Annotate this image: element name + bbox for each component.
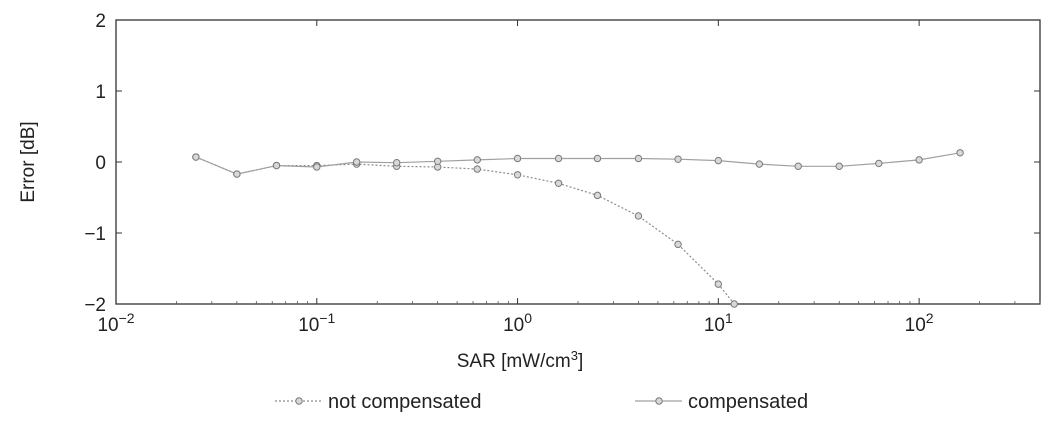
data-point-compensated	[272, 161, 281, 170]
x-tick-label-exponent: −2	[119, 310, 135, 326]
x-tick-label-base: 10	[298, 315, 319, 336]
x-axis-label: SAR [mW/cm3]	[457, 348, 584, 373]
x-tick-label: 101	[704, 310, 733, 336]
x-tick-label-base: 10	[905, 315, 926, 336]
data-point-not-compensated	[593, 191, 602, 200]
data-point-compensated	[433, 157, 442, 165]
legend: not compensated compensated	[275, 391, 808, 413]
data-point-not-compensated	[554, 179, 563, 188]
data-point-compensated	[233, 170, 241, 178]
data-point-compensated	[593, 154, 602, 163]
data-point-compensated	[755, 160, 764, 168]
y-axis-ticks: 2 1 0 −1 −2	[84, 11, 1040, 316]
legend-marker-compensated	[655, 397, 663, 405]
data-point-compensated	[352, 158, 361, 166]
x-tick-label-base: 10	[503, 315, 524, 336]
data-point-compensated	[794, 162, 802, 170]
legend-marker-not-compensated	[295, 397, 303, 405]
data-point-compensated	[915, 156, 923, 164]
x-axis-label-suffix: ]	[578, 351, 583, 372]
x-axis-label-superscript: 3	[571, 348, 578, 363]
data-point-compensated	[392, 159, 401, 167]
legend-label-compensated: compensated	[688, 391, 808, 413]
data-point-not-compensated	[730, 300, 738, 308]
data-point-compensated	[554, 154, 563, 163]
series-lines	[192, 149, 964, 308]
series-line-compensated	[195, 152, 961, 175]
data-point-compensated	[714, 156, 723, 165]
x-tick-label: 10−2	[97, 310, 134, 336]
data-point-compensated	[875, 159, 883, 168]
x-tick-label-exponent: −1	[319, 310, 335, 326]
x-tick-label: 100	[503, 310, 532, 336]
data-point-not-compensated	[634, 212, 643, 220]
x-tick-label: 102	[905, 310, 934, 336]
y-tick-label: −1	[84, 224, 106, 245]
x-axis-label-main: SAR [mW/cm	[457, 351, 571, 372]
data-point-compensated	[956, 149, 964, 157]
x-axis-ticks: 10−2 10−1 100 101 102	[97, 20, 1041, 336]
x-tick-label-exponent: 1	[725, 310, 733, 326]
x-tick-label: 10−1	[298, 310, 335, 336]
x-tick-label-base: 10	[97, 315, 118, 336]
x-tick-label-base: 10	[704, 315, 725, 336]
x-tick-label-exponent: 2	[926, 310, 934, 326]
y-tick-label: 1	[95, 82, 106, 103]
data-point-not-compensated	[473, 165, 481, 173]
x-tick-label-exponent: 0	[524, 310, 532, 326]
y-tick-label: 2	[95, 11, 106, 32]
data-point-not-compensated	[714, 280, 723, 288]
data-point-compensated	[634, 154, 643, 163]
data-point-compensated	[513, 154, 522, 163]
legend-label-not-compensated: not compensated	[328, 391, 481, 413]
data-point-compensated	[835, 162, 843, 170]
y-tick-label: −2	[84, 295, 106, 316]
data-point-compensated	[674, 155, 682, 163]
series-line-not-compensated	[195, 156, 735, 305]
y-tick-label: 0	[95, 153, 106, 174]
data-point-compensated	[192, 153, 200, 161]
data-point-compensated	[473, 156, 481, 164]
data-point-not-compensated	[513, 171, 522, 179]
y-axis-label: Error [dB]	[18, 121, 39, 202]
data-point-not-compensated	[674, 240, 682, 249]
data-point-compensated	[313, 163, 321, 171]
